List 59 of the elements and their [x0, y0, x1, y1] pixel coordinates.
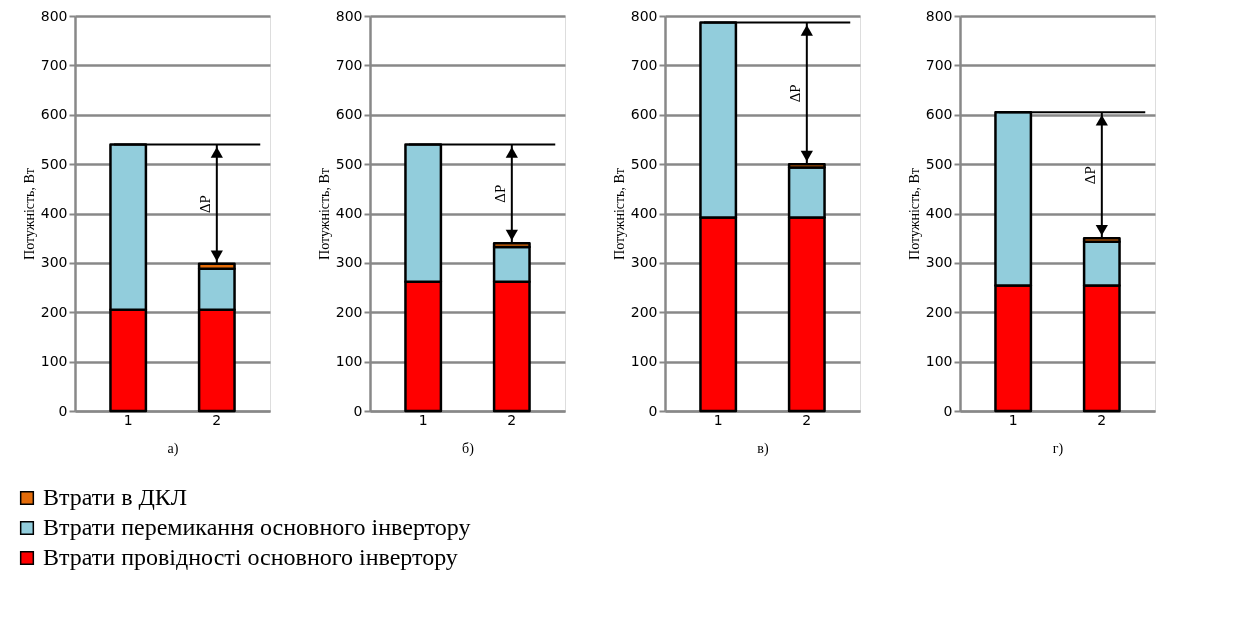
x-tick-label: 1: [123, 411, 133, 428]
y-tick-label: 0: [943, 402, 953, 419]
y-tick-label: 100: [40, 353, 68, 370]
y-tick-label: 800: [40, 7, 68, 24]
x-axis-title: а): [167, 440, 179, 457]
y-tick-label: 700: [925, 56, 953, 73]
legend-label: Втрати перемикання основного інвертору: [43, 514, 471, 540]
x-axis-title: г): [1052, 440, 1064, 457]
y-tick-label: 0: [353, 402, 363, 419]
y-tick-label: 800: [630, 7, 658, 24]
x-tick-label: 1: [418, 411, 428, 428]
y-tick-label: 200: [630, 303, 658, 320]
legend-label: Втрати в ДКЛ: [43, 484, 188, 510]
x-axis-title: б): [462, 440, 475, 457]
x-tick-label: 2: [802, 411, 812, 428]
y-tick-label: 600: [335, 106, 363, 123]
y-tick-label: 500: [335, 155, 363, 172]
annotation: ΔP: [196, 195, 213, 214]
y-tick-label: 500: [40, 155, 68, 172]
y-tick-label: 700: [335, 56, 363, 73]
y-tick-label: 800: [925, 7, 953, 24]
annotation: ΔP: [1081, 166, 1098, 185]
y-tick-label: 100: [630, 353, 658, 370]
y-tick-label: 400: [630, 205, 658, 221]
y-tick-label: 200: [40, 303, 68, 320]
legend-label: Втрати провідності основного інвертору: [43, 544, 458, 570]
y-tick-label: 200: [335, 303, 363, 320]
annotation: ΔP: [491, 184, 508, 203]
x-axis-title: в): [757, 440, 769, 457]
y-tick-label: 100: [335, 353, 363, 370]
y-axis-title: Потужність, Вт: [316, 168, 332, 260]
y-tick-label: 0: [58, 402, 68, 419]
y-tick-label: 200: [925, 303, 953, 320]
y-axis-title: Потужність, Вт: [906, 168, 922, 260]
y-tick-label: 400: [335, 205, 363, 221]
y-tick-label: 600: [40, 106, 68, 123]
annotation: ΔP: [786, 84, 803, 103]
y-axis-title: Потужність, Вт: [21, 168, 37, 260]
x-tick-label: 2: [1097, 411, 1107, 428]
y-tick-label: 500: [925, 155, 953, 172]
y-tick-label: 800: [335, 7, 363, 24]
y-tick-label: 300: [335, 254, 363, 271]
x-tick-label: 2: [212, 411, 222, 428]
x-tick-label: 2: [507, 411, 517, 428]
y-tick-label: 700: [630, 56, 658, 73]
y-tick-label: 400: [40, 205, 68, 221]
y-tick-label: 700: [40, 56, 68, 73]
y-tick-label: 600: [630, 106, 658, 123]
y-tick-label: 300: [630, 254, 658, 271]
x-tick-label: 1: [1008, 411, 1018, 428]
y-tick-label: 100: [925, 353, 953, 370]
y-tick-label: 600: [925, 106, 953, 123]
y-tick-label: 400: [925, 205, 953, 221]
y-axis-title: Потужність, Вт: [611, 168, 627, 260]
y-tick-label: 500: [630, 155, 658, 172]
y-tick-label: 300: [925, 254, 953, 271]
y-tick-label: 300: [40, 254, 68, 271]
y-tick-label: 0: [648, 402, 658, 419]
x-tick-label: 1: [713, 411, 723, 428]
